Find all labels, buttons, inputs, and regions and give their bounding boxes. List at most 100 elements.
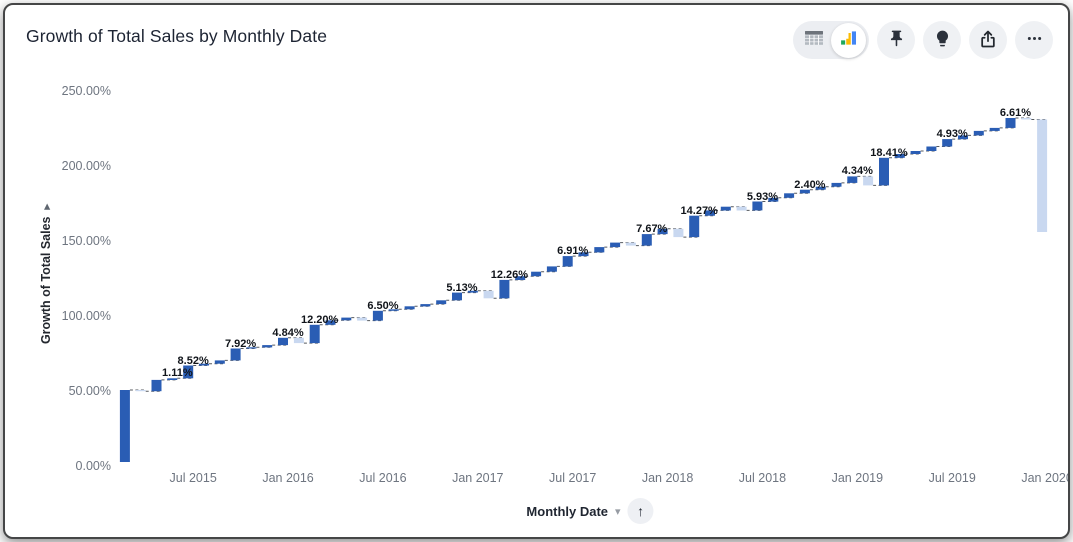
y-tick-label: 200.00% [61, 159, 111, 173]
waterfall-bar[interactable] [325, 320, 336, 325]
waterfall-bar[interactable] [799, 189, 810, 194]
waterfall-bar[interactable] [689, 215, 700, 238]
more-options-button[interactable] [1015, 21, 1053, 59]
waterfall-bar[interactable] [388, 309, 399, 311]
waterfall-bar[interactable] [246, 347, 257, 349]
waterfall-bar[interactable] [784, 193, 795, 198]
waterfall-bar[interactable] [499, 279, 510, 299]
waterfall-plot[interactable] [117, 87, 1050, 462]
y-tick-label: 150.00% [61, 234, 111, 248]
answer-card: Growth of Total Sales by Monthly Date [3, 3, 1070, 539]
bar-data-label: 4.34% [841, 165, 873, 178]
table-icon [804, 29, 824, 52]
waterfall-bar[interactable] [736, 206, 747, 211]
waterfall-bar[interactable] [230, 348, 241, 361]
lightbulb-icon [933, 29, 952, 51]
waterfall-bar[interactable] [831, 182, 842, 187]
x-tick-label: Jan 2018 [641, 471, 694, 485]
more-dots-icon [1025, 29, 1044, 51]
chart-view-button[interactable] [831, 22, 866, 58]
waterfall-bar[interactable] [768, 197, 779, 202]
waterfall-bar[interactable] [436, 300, 447, 305]
insights-button[interactable] [923, 21, 961, 59]
bar-data-label: 6.50% [367, 299, 399, 312]
waterfall-bar[interactable] [214, 360, 225, 364]
bar-data-label: 18.41% [870, 146, 908, 159]
share-button[interactable] [969, 21, 1007, 59]
waterfall-bar[interactable] [720, 206, 731, 211]
x-tick-label: Jul 2016 [359, 471, 407, 485]
view-toggle[interactable] [793, 21, 869, 59]
waterfall-bar[interactable] [879, 157, 889, 186]
waterfall-bar[interactable] [594, 247, 605, 253]
axis-expand-arrow-icon: ▸ [41, 203, 53, 210]
x-axis-title[interactable]: Monthly Date [526, 503, 609, 519]
waterfall-bar[interactable] [135, 390, 146, 392]
pin-button[interactable] [877, 21, 915, 59]
y-axis-title[interactable]: Growth of Total Sales▸ [39, 204, 53, 344]
bar-data-label: 4.93% [936, 128, 968, 141]
chevron-down-icon[interactable]: ▾ [615, 505, 621, 518]
waterfall-bar[interactable] [942, 139, 953, 147]
waterfall-bar[interactable] [989, 127, 1000, 131]
bar-data-label: 12.26% [490, 268, 529, 281]
pin-icon [887, 29, 906, 51]
x-tick-label: Jul 2019 [928, 471, 976, 485]
waterfall-bar[interactable] [483, 290, 494, 299]
y-tick-label: 100.00% [61, 309, 111, 323]
waterfall-bar[interactable] [673, 228, 684, 238]
waterfall-bar[interactable] [262, 345, 273, 348]
waterfall-bar[interactable] [515, 276, 526, 280]
bar-data-label: 12.20% [301, 313, 339, 326]
waterfall-bar[interactable] [610, 242, 621, 248]
bar-data-label: 8.52% [177, 354, 209, 367]
waterfall-bar[interactable] [309, 324, 320, 344]
table-view-button[interactable] [796, 23, 831, 58]
waterfall-bar[interactable] [1005, 118, 1016, 128]
arrow-up-icon: ↑ [637, 503, 645, 519]
waterfall-bar[interactable] [641, 234, 652, 246]
waterfall-bar[interactable] [372, 310, 383, 321]
waterfall-bar[interactable] [199, 363, 209, 366]
waterfall-bar[interactable] [467, 290, 478, 293]
waterfall-bar[interactable] [625, 242, 636, 246]
waterfall-bar[interactable] [863, 176, 874, 186]
waterfall-bar[interactable] [404, 306, 415, 310]
waterfall-bar[interactable] [847, 176, 858, 183]
waterfall-bar[interactable] [562, 256, 573, 267]
waterfall-bar[interactable] [167, 378, 178, 380]
waterfall-bar[interactable] [293, 337, 304, 344]
waterfall-bar[interactable] [1021, 118, 1032, 120]
y-tick-label: 50.00% [68, 384, 111, 398]
waterfall-bar[interactable] [578, 252, 589, 257]
waterfall-bar[interactable] [452, 292, 462, 301]
x-axis-title-row: Monthly Date ▾ ↑ [526, 498, 654, 524]
waterfall-bar[interactable] [531, 271, 542, 277]
waterfall-bar[interactable] [894, 154, 905, 158]
waterfall-bar[interactable] [1037, 119, 1048, 233]
waterfall-bar[interactable] [546, 266, 557, 272]
waterfall-bar[interactable] [357, 317, 368, 321]
waterfall-bar[interactable] [752, 201, 763, 211]
waterfall-bar[interactable] [119, 390, 130, 462]
bar-data-label: 5.13% [446, 281, 478, 294]
bar-data-label: 6.91% [557, 245, 589, 258]
bar-data-label: 7.67% [636, 223, 668, 236]
waterfall-bar[interactable] [420, 304, 431, 307]
waterfall-bar[interactable] [151, 379, 162, 392]
waterfall-bar[interactable] [973, 130, 984, 136]
waterfall-bar[interactable] [278, 337, 288, 346]
sort-ascending-button[interactable]: ↑ [627, 498, 654, 524]
page-title: Growth of Total Sales by Monthly Date [26, 26, 328, 46]
waterfall-bar[interactable] [910, 151, 921, 154]
waterfall-bar[interactable] [183, 365, 194, 379]
waterfall-bar[interactable] [341, 317, 352, 321]
waterfall-bar[interactable] [958, 135, 968, 140]
waterfall-bar[interactable] [926, 146, 937, 152]
waterfall-bar[interactable] [657, 228, 668, 235]
x-tick-label: Jan 2020 [1021, 471, 1070, 485]
x-tick-label: Jul 2018 [738, 471, 787, 485]
waterfall-bar[interactable] [815, 186, 826, 190]
waterfall-bar[interactable] [705, 210, 715, 216]
